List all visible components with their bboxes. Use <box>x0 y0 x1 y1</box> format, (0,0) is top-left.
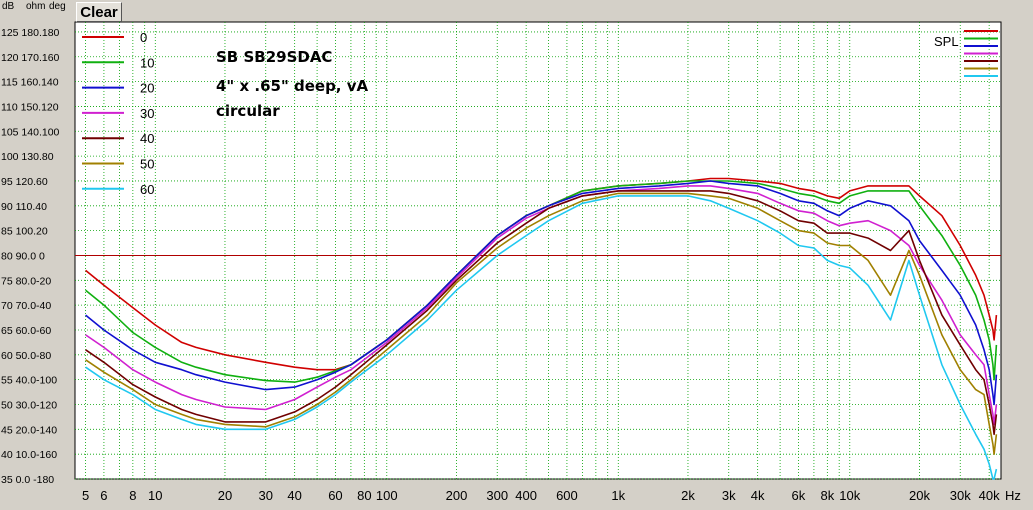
series-line-30 <box>85 185 998 426</box>
x-tick-label: 20k <box>909 488 930 503</box>
x-axis-labels: 5 6 8 10 20 30 40 60 80 100 200 300 400 600 1k 2k 3k 4k 6k… <box>82 488 1000 503</box>
series-line-50 <box>85 192 998 455</box>
x-tick-label: 8 <box>129 488 136 503</box>
x-tick-label: 3k <box>722 488 736 503</box>
x-tick-label: 30 <box>259 488 273 503</box>
x-tick-label: 30k <box>950 488 971 503</box>
y-tick-label: 80 90.0 0 <box>1 250 45 262</box>
y-tick-label: 35 0.0 -180 <box>1 474 54 486</box>
y-unit-db-label: dB <box>2 1 15 12</box>
series-line-10 <box>85 180 998 383</box>
x-tick-label: 100 <box>376 488 398 503</box>
x-tick-label: 1k <box>611 488 625 503</box>
y-unit-deg-label: deg <box>49 1 66 12</box>
legend: 0 10 20 30 40 50 60 <box>82 30 998 197</box>
legend-spl-title: SPL <box>934 34 959 49</box>
x-tick-label: 40 <box>287 488 301 503</box>
y-tick-label: 40 10.0-160 <box>1 449 57 461</box>
y-tick-label: 95 120.60 <box>1 176 48 188</box>
x-tick-label: 6k <box>792 488 806 503</box>
legend-label-50: 50 <box>140 157 154 172</box>
y-tick-label: 55 40.0-100 <box>1 375 57 387</box>
annotation-line-1: SB SB29SDAC <box>216 48 333 66</box>
legend-label-10: 10 <box>140 55 154 70</box>
annotation-line-2: 4" x .65" deep, vA <box>216 77 369 95</box>
y-tick-label: 125 180.180 <box>1 27 60 39</box>
x-tick-label: 60 <box>328 488 342 503</box>
x-tick-label: 10 <box>148 488 162 503</box>
y-tick-label: 120 170.160 <box>1 52 60 64</box>
y-tick-label: 45 20.0-140 <box>1 424 57 436</box>
y-tick-label: 75 80.0-20 <box>1 275 51 287</box>
y-tick-label: 65 60.0-60 <box>1 325 51 337</box>
y-tick-label: 90 110.40 <box>1 201 47 213</box>
x-tick-label: 300 <box>486 488 508 503</box>
y-tick-label: 105 140.100 <box>1 126 60 138</box>
y-tick-label: 50 30.0-120 <box>1 399 57 411</box>
x-tick-label: 400 <box>515 488 537 503</box>
y-unit-ohm-label: ohm <box>26 1 45 12</box>
legend-label-60: 60 <box>140 182 154 197</box>
y-tick-label: 60 50.0-80 <box>1 350 51 362</box>
x-tick-label: 5 <box>82 488 89 503</box>
legend-label-40: 40 <box>140 131 154 146</box>
x-unit-hz-label: Hz <box>1005 488 1021 503</box>
x-tick-label: 200 <box>446 488 468 503</box>
x-tick-label: 20 <box>218 488 232 503</box>
series-line-60 <box>85 195 998 480</box>
x-tick-label: 600 <box>556 488 578 503</box>
series-line-20 <box>85 180 998 406</box>
y-tick-label: 110 150.120 <box>1 101 59 113</box>
x-tick-label: 2k <box>681 488 695 503</box>
y-tick-label: 100 130.80 <box>1 151 54 163</box>
x-tick-label: 6 <box>100 488 107 503</box>
x-tick-label: 80 <box>357 488 371 503</box>
x-tick-label: 40k <box>979 488 1000 503</box>
series-line-40 <box>85 190 998 436</box>
y-axis-labels: 35 0.0 -180 40 10.0-160 45 20.0-140 50 30.0… <box>1 27 60 486</box>
x-tick-label: 4k <box>751 488 765 503</box>
legend-label-0: 0 <box>140 30 147 45</box>
y-tick-label: 115 160.140 <box>1 77 59 89</box>
y-tick-label: 70 70.0-40 <box>1 300 51 312</box>
legend-label-20: 20 <box>140 81 154 96</box>
grid-lines <box>75 22 1001 480</box>
x-tick-label: 10k <box>839 488 860 503</box>
legend-label-30: 30 <box>140 106 154 121</box>
x-tick-label: 8k <box>820 488 834 503</box>
plot-area <box>74 21 1002 480</box>
annotation-line-3: circular <box>216 102 280 120</box>
y-tick-label: 85 100.20 <box>1 226 48 238</box>
clear-button[interactable]: Clear <box>76 2 122 22</box>
legend-spl: SPL <box>934 34 959 49</box>
series-layer <box>85 177 998 480</box>
